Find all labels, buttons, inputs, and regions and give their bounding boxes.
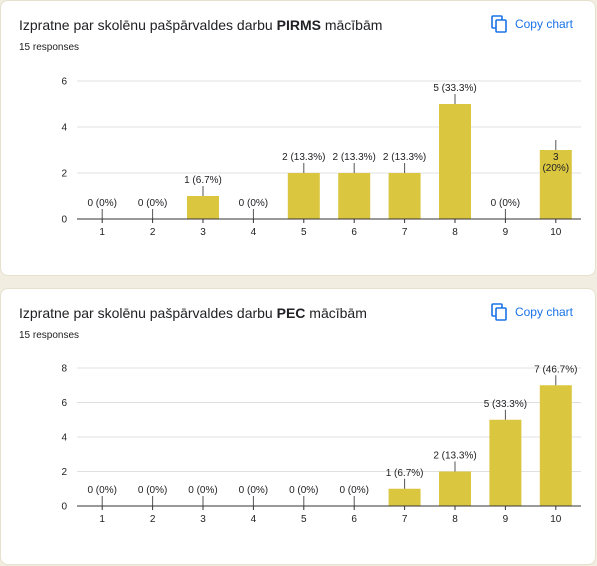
data-label: 0 (0%) (138, 198, 167, 209)
x-tick-label: 2 (150, 227, 156, 238)
x-tick-label: 1 (99, 514, 105, 525)
bar (489, 419, 522, 506)
y-tick-label: 0 (61, 502, 67, 513)
data-label: 5 (33.3%) (484, 399, 527, 410)
data-label: 7 (46.7%) (534, 364, 577, 375)
y-tick-label: 0 (61, 215, 67, 226)
x-tick-label: 8 (452, 227, 458, 238)
data-label: 0 (0%) (491, 198, 520, 209)
chart-card-after: Izpratne par skolēnu pašpārvaldes darbu … (0, 288, 596, 565)
x-tick-label: 7 (402, 227, 408, 238)
x-tick-label: 7 (402, 514, 408, 525)
y-tick-label: 2 (61, 169, 67, 180)
copy-chart-button[interactable]: Copy chart (491, 303, 573, 321)
data-label: 2 (13.3%) (383, 152, 426, 163)
data-label: 0 (0%) (138, 485, 167, 496)
x-tick-label: 6 (351, 227, 357, 238)
copy-icon (491, 15, 507, 33)
y-tick-label: 6 (61, 398, 67, 409)
data-label: 1 (6.7%) (386, 468, 424, 479)
bar (539, 150, 572, 219)
y-tick-label: 4 (61, 433, 67, 444)
y-tick-label: 2 (61, 467, 67, 478)
x-tick-label: 3 (200, 514, 206, 525)
bar (439, 471, 471, 506)
copy-chart-label: Copy chart (514, 17, 573, 31)
y-tick-label: 8 (61, 364, 67, 375)
data-label: 0 (0%) (339, 485, 368, 496)
x-tick-label: 5 (301, 227, 307, 238)
x-tick-label: 8 (452, 514, 458, 525)
bar-chart: 0 2 4 6 0 (0%) 1 0 (0%) 2 1 (6.7%) 3 0 (0%) 4 2 (13.… (61, 77, 581, 238)
chart-card-before: Izpratne par skolēnu pašpārvaldes darbu … (0, 0, 596, 276)
bar (338, 173, 371, 219)
data-label: 2 (13.3%) (433, 451, 476, 462)
copy-icon (491, 303, 507, 321)
data-label: 1 (6.7%) (184, 175, 222, 186)
x-tick-label: 2 (150, 514, 156, 525)
bar (439, 104, 471, 219)
data-label: 0 (0%) (188, 485, 217, 496)
data-label: 5 (33.3%) (433, 83, 476, 94)
x-tick-label: 10 (550, 227, 562, 238)
response-count: 15 responses (19, 330, 80, 341)
bar-chart: 0 2 4 6 8 0 (0%) 1 0 (0%) 2 0 (0%) 3 0 (0%) 4 0 (0%) 5… (61, 364, 581, 525)
response-count: 15 responses (19, 42, 80, 53)
bar (287, 173, 320, 219)
data-label: 0 (0%) (289, 485, 318, 496)
x-tick-label: 1 (99, 227, 105, 238)
chart-title: Izpratne par skolēnu pašpārvaldes darbu … (19, 305, 367, 321)
data-label: 0 (0%) (87, 198, 116, 209)
data-label: 3 (553, 152, 559, 163)
copy-chart-label: Copy chart (514, 305, 573, 319)
x-tick-label: 10 (550, 514, 562, 525)
data-label: (20%) (542, 163, 569, 174)
data-label: 2 (13.3%) (282, 152, 325, 163)
chart-title: Izpratne par skolēnu pašpārvaldes darbu … (19, 17, 383, 33)
data-label: 0 (0%) (87, 485, 116, 496)
x-tick-label: 5 (301, 514, 307, 525)
y-tick-label: 6 (61, 77, 67, 88)
x-tick-label: 9 (503, 514, 509, 525)
data-label: 2 (13.3%) (333, 152, 376, 163)
copy-chart-button[interactable]: Copy chart (491, 15, 573, 33)
x-tick-label: 4 (251, 514, 257, 525)
x-tick-label: 9 (503, 227, 509, 238)
y-tick-label: 4 (61, 123, 67, 134)
bar (539, 385, 572, 506)
x-tick-label: 4 (251, 227, 257, 238)
x-tick-label: 3 (200, 227, 206, 238)
bar (187, 196, 219, 219)
data-label: 0 (0%) (239, 485, 268, 496)
data-label: 0 (0%) (239, 198, 268, 209)
bar (388, 173, 421, 219)
x-tick-label: 6 (351, 514, 357, 525)
bar (388, 488, 421, 506)
